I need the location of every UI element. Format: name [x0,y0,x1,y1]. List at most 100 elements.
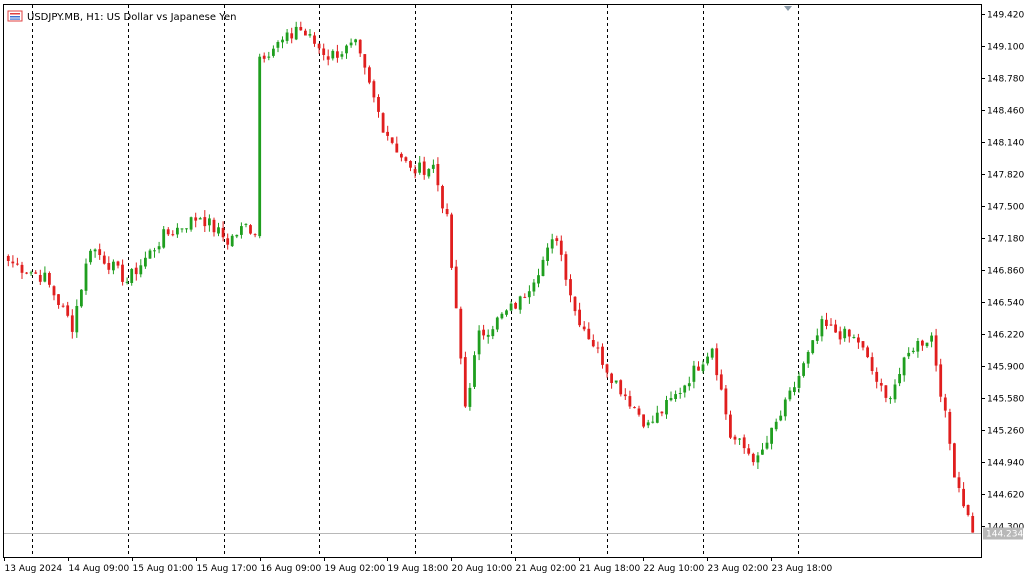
candle-body [281,39,284,43]
candle-bull [815,328,819,344]
candle-body [294,26,298,40]
candle-body [427,169,431,177]
candle-body [788,390,792,400]
candle-body [779,415,783,421]
candle-bull [701,360,705,374]
candle-bull [148,248,152,259]
candle-bull [678,387,682,399]
candle-bull [180,228,184,233]
candle-body [957,477,961,488]
candle-bear [221,221,225,242]
candle-bear [38,269,42,285]
candle-bear [633,406,636,409]
candle-body [157,246,161,250]
candle-bull [532,279,536,296]
price-tick-label: 145.260 [987,427,1024,437]
time-tick-label: 16 Aug 09:00 [261,564,322,573]
candle-body [372,81,376,98]
candle-bear [724,385,728,420]
candle-body [390,137,394,143]
candle-bull [614,380,618,384]
time-axis[interactable]: 13 Aug 2024 14 Aug 09:00 15 Aug 01:00 15 Au… [4,557,833,573]
candle-body [125,281,129,283]
candle-body [683,385,687,393]
candle-body [523,296,527,298]
candle-body [358,39,362,54]
candle-bull [340,51,344,60]
candle-body [308,34,312,36]
candle-body [20,264,24,273]
candle-bear [596,341,600,354]
candle-bear [619,379,623,397]
candle-bear [16,257,19,266]
candle-body [93,249,97,252]
candle-bear [729,410,732,439]
candle-body [532,282,536,292]
candle-body [404,157,408,161]
candle-bear [166,227,170,236]
candle-bear [943,393,947,418]
candle-body [893,384,897,400]
candle-body [793,387,796,392]
candle-bear [715,343,719,381]
candle-bull [783,397,787,421]
candle-body [244,223,248,225]
candle-body [482,329,485,336]
candle-body [386,131,389,136]
last-price-tag-bg [983,527,1023,540]
candle-body [6,256,10,261]
candle-body [578,309,581,326]
candle-bear [98,243,102,260]
candle-bear [587,322,591,340]
candle-bear [441,184,444,214]
candle-body [655,412,659,423]
candle-body [212,219,216,233]
candle-body [313,35,316,44]
candle-bull [43,266,47,283]
candle-body [669,398,673,401]
candle-body [235,234,239,237]
candle-bear [48,271,51,288]
candle-bull [509,301,513,312]
candle-body [573,296,577,312]
candle-bull [198,216,202,220]
candle-body [80,289,83,307]
chart-title: USDJPY.MB, H1: US Dollar vs Japanese Yen [27,12,236,23]
candle-bull [820,315,824,342]
candle-body [70,315,74,332]
candle-bear [262,52,266,63]
candle-body [441,186,444,209]
candle-body [345,45,348,54]
candle-body [939,364,943,397]
candle-bull [761,443,764,455]
candle-body [98,249,102,255]
candle-body [934,335,938,366]
candle-bear [445,203,449,217]
time-tick-label: 20 Aug 10:00 [452,564,513,573]
candle-body [898,374,901,384]
candle-body [541,259,545,276]
candle-body [514,303,517,309]
candle-bull [779,410,783,422]
candle-body [559,240,563,255]
candle-body [820,319,824,337]
candle-body [569,279,572,296]
candle-body [738,438,741,440]
candle-body [409,161,412,168]
candles [6,21,975,533]
candle-body [834,324,837,333]
price-tick-label: 144.620 [987,491,1024,501]
chart-shift-marker-icon[interactable] [784,6,792,11]
time-tick-label: 13 Aug 2024 [5,564,63,573]
candle-bear [436,157,440,192]
candle-body [491,329,495,337]
candle-bull [687,376,691,391]
candle-bull [208,214,211,232]
candle-bull [125,277,129,285]
candle-bear [317,43,321,54]
candle-bull [276,40,280,53]
candle-bear [939,358,943,403]
candle-bear [866,345,869,359]
candle-body [537,275,540,284]
